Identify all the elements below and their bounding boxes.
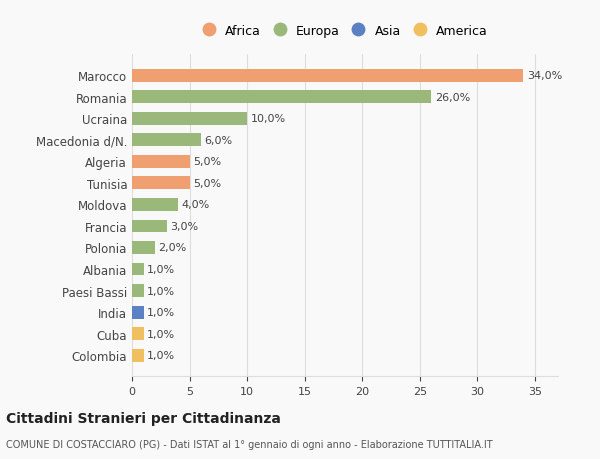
Bar <box>132 199 178 212</box>
Text: Cittadini Stranieri per Cittadinanza: Cittadini Stranieri per Cittadinanza <box>6 411 281 425</box>
Text: 5,0%: 5,0% <box>193 179 221 189</box>
Text: 34,0%: 34,0% <box>527 71 562 81</box>
Bar <box>132 134 201 147</box>
Text: 1,0%: 1,0% <box>147 308 175 317</box>
Bar <box>132 306 143 319</box>
Text: 4,0%: 4,0% <box>182 200 210 210</box>
Bar <box>132 285 143 297</box>
Text: 1,0%: 1,0% <box>147 286 175 296</box>
Text: 3,0%: 3,0% <box>170 222 198 231</box>
Bar <box>132 220 167 233</box>
Bar <box>132 112 247 125</box>
Text: 6,0%: 6,0% <box>205 135 233 146</box>
Bar <box>132 241 155 254</box>
Text: 1,0%: 1,0% <box>147 264 175 274</box>
Text: 26,0%: 26,0% <box>435 93 470 103</box>
Bar <box>132 91 431 104</box>
Text: COMUNE DI COSTACCIARO (PG) - Dati ISTAT al 1° gennaio di ogni anno - Elaborazion: COMUNE DI COSTACCIARO (PG) - Dati ISTAT … <box>6 440 493 449</box>
Text: 2,0%: 2,0% <box>158 243 187 253</box>
Bar <box>132 349 143 362</box>
Text: 1,0%: 1,0% <box>147 350 175 360</box>
Bar <box>132 177 190 190</box>
Legend: Africa, Europa, Asia, America: Africa, Europa, Asia, America <box>197 20 493 43</box>
Bar <box>132 70 523 83</box>
Text: 10,0%: 10,0% <box>251 114 286 124</box>
Bar <box>132 156 190 168</box>
Bar <box>132 263 143 276</box>
Text: 1,0%: 1,0% <box>147 329 175 339</box>
Text: 5,0%: 5,0% <box>193 157 221 167</box>
Bar <box>132 327 143 340</box>
